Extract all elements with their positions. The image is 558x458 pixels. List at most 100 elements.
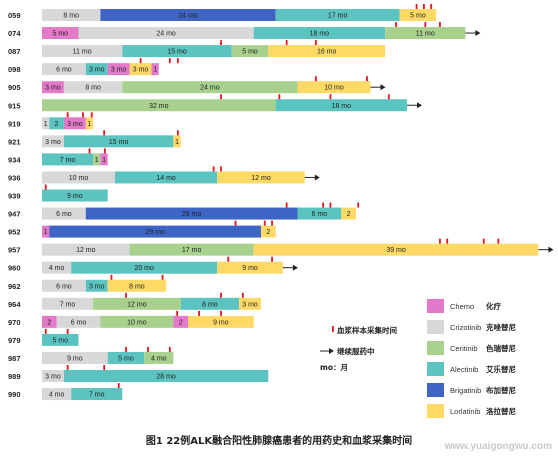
segment-alectinib <box>63 135 174 148</box>
sample-tick <box>322 202 325 208</box>
segment-label: 6 mo <box>71 319 87 326</box>
segment-label: 9 mo <box>67 355 83 362</box>
sample-tick <box>220 292 222 298</box>
row-label: 990 <box>8 390 21 399</box>
sample-tick <box>220 94 222 100</box>
sample-tick <box>424 22 427 28</box>
sample-tick <box>271 220 273 226</box>
segment-label: 7 mo <box>89 392 105 399</box>
sample-tick <box>103 148 106 154</box>
segment-label: 14 mo <box>156 175 176 182</box>
segment-lorlatinib <box>188 315 254 328</box>
row-label: 074 <box>8 29 21 38</box>
sample-tick <box>439 238 441 244</box>
legend-label: Brigatinib <box>450 386 481 395</box>
sample-tick <box>241 292 244 298</box>
segment-lorlatinib <box>261 225 276 238</box>
segment-crizotinib <box>42 135 64 148</box>
sample-tick <box>439 22 441 28</box>
segment-label: 5 mo <box>410 13 426 20</box>
segment-alectinib <box>85 279 108 292</box>
sample-tick <box>66 328 69 334</box>
segment-alectinib <box>63 370 269 382</box>
sample-tick <box>147 346 149 352</box>
legend-label-cn: 克唑替尼 <box>486 322 516 332</box>
segment-chemo <box>100 153 108 166</box>
segment-crizotinib <box>42 261 72 274</box>
ongoing-arrow-head <box>475 30 481 37</box>
row-label: 059 <box>8 11 21 20</box>
segment-label: 2 <box>266 229 270 236</box>
sample-tick <box>103 130 106 136</box>
sample-tick <box>176 58 179 64</box>
segment-crizotinib <box>42 9 101 21</box>
segment-crizotinib <box>42 370 64 382</box>
sample-tick-legend <box>332 326 334 332</box>
sample-tick <box>387 94 390 100</box>
row-label: 915 <box>8 101 21 110</box>
segment-ceritinib <box>231 45 269 58</box>
legend-label-cn: 布加替尼 <box>486 385 516 395</box>
segment-label: 8 mo <box>202 301 218 308</box>
sample-tick <box>329 94 332 100</box>
segment-alectinib <box>42 333 79 346</box>
segment-label: 8 mo <box>63 13 79 20</box>
row-label: 987 <box>8 354 21 363</box>
segment-label: 2 <box>47 319 51 326</box>
sample-tick <box>430 4 433 9</box>
sample-tick <box>88 148 91 154</box>
ongoing-arrow-head <box>292 264 298 271</box>
segment-crizotinib <box>42 63 86 76</box>
sample-tick <box>227 256 230 262</box>
sample-tick <box>220 166 222 172</box>
segment-brigatinib <box>100 9 276 21</box>
segment-crizotinib <box>42 388 72 401</box>
segment-ceritinib <box>385 27 466 40</box>
row-label: 939 <box>8 192 21 201</box>
segment-label: 24 mo <box>200 85 220 92</box>
segment-label: 9 mo <box>67 193 83 200</box>
sample-tick <box>220 310 222 316</box>
segment-crizotinib <box>42 207 86 220</box>
segment-label: 5 mo <box>118 355 134 362</box>
segment-label: 1 <box>95 157 99 164</box>
legend-swatch-ceritinib <box>427 341 444 355</box>
segment-label: 3 mo <box>89 67 105 74</box>
sample-tick <box>198 310 200 316</box>
segment-label: 29 mo <box>182 211 202 218</box>
segment-label: 3 mo <box>45 139 61 146</box>
sample-tick <box>285 40 288 46</box>
segment-ceritinib <box>93 297 181 310</box>
legend-label: Ceritinib <box>450 344 478 353</box>
legend-label-cn: 洛拉替尼 <box>486 406 516 416</box>
segment-brigatinib <box>85 207 298 220</box>
sample-tick <box>212 166 215 172</box>
row-label: 905 <box>8 83 21 92</box>
legend-label-cn: 化疗 <box>486 301 501 311</box>
sample-tick <box>103 365 106 370</box>
sample-tick <box>271 256 273 262</box>
segment-alectinib <box>275 99 407 112</box>
segment-label: 28 mo <box>156 374 176 381</box>
sample-tick <box>278 94 281 100</box>
segment-label: 18 mo <box>332 103 352 110</box>
sample-tick <box>66 112 69 118</box>
row-label: 952 <box>8 228 21 237</box>
segment-lorlatinib <box>253 243 539 256</box>
segment-lorlatinib <box>129 63 152 76</box>
segment-crizotinib <box>42 297 94 310</box>
segment-lorlatinib <box>399 9 437 21</box>
row-label: 098 <box>8 65 21 74</box>
segment-label: 3 mo <box>89 283 105 290</box>
segment-crizotinib <box>56 315 101 328</box>
segment-label: 20 mo <box>134 265 154 272</box>
row-label: 921 <box>8 137 21 146</box>
segment-label: 16 mo <box>317 49 337 56</box>
segment-label: 5 mo <box>52 337 68 344</box>
segment-label: 39 mo <box>386 247 406 254</box>
segment-label: 10 mo <box>127 319 147 326</box>
segment-label: 11 mo <box>416 31 435 38</box>
segment-label: 6 mo <box>56 283 72 290</box>
legend-label: Alectinib <box>450 365 478 374</box>
